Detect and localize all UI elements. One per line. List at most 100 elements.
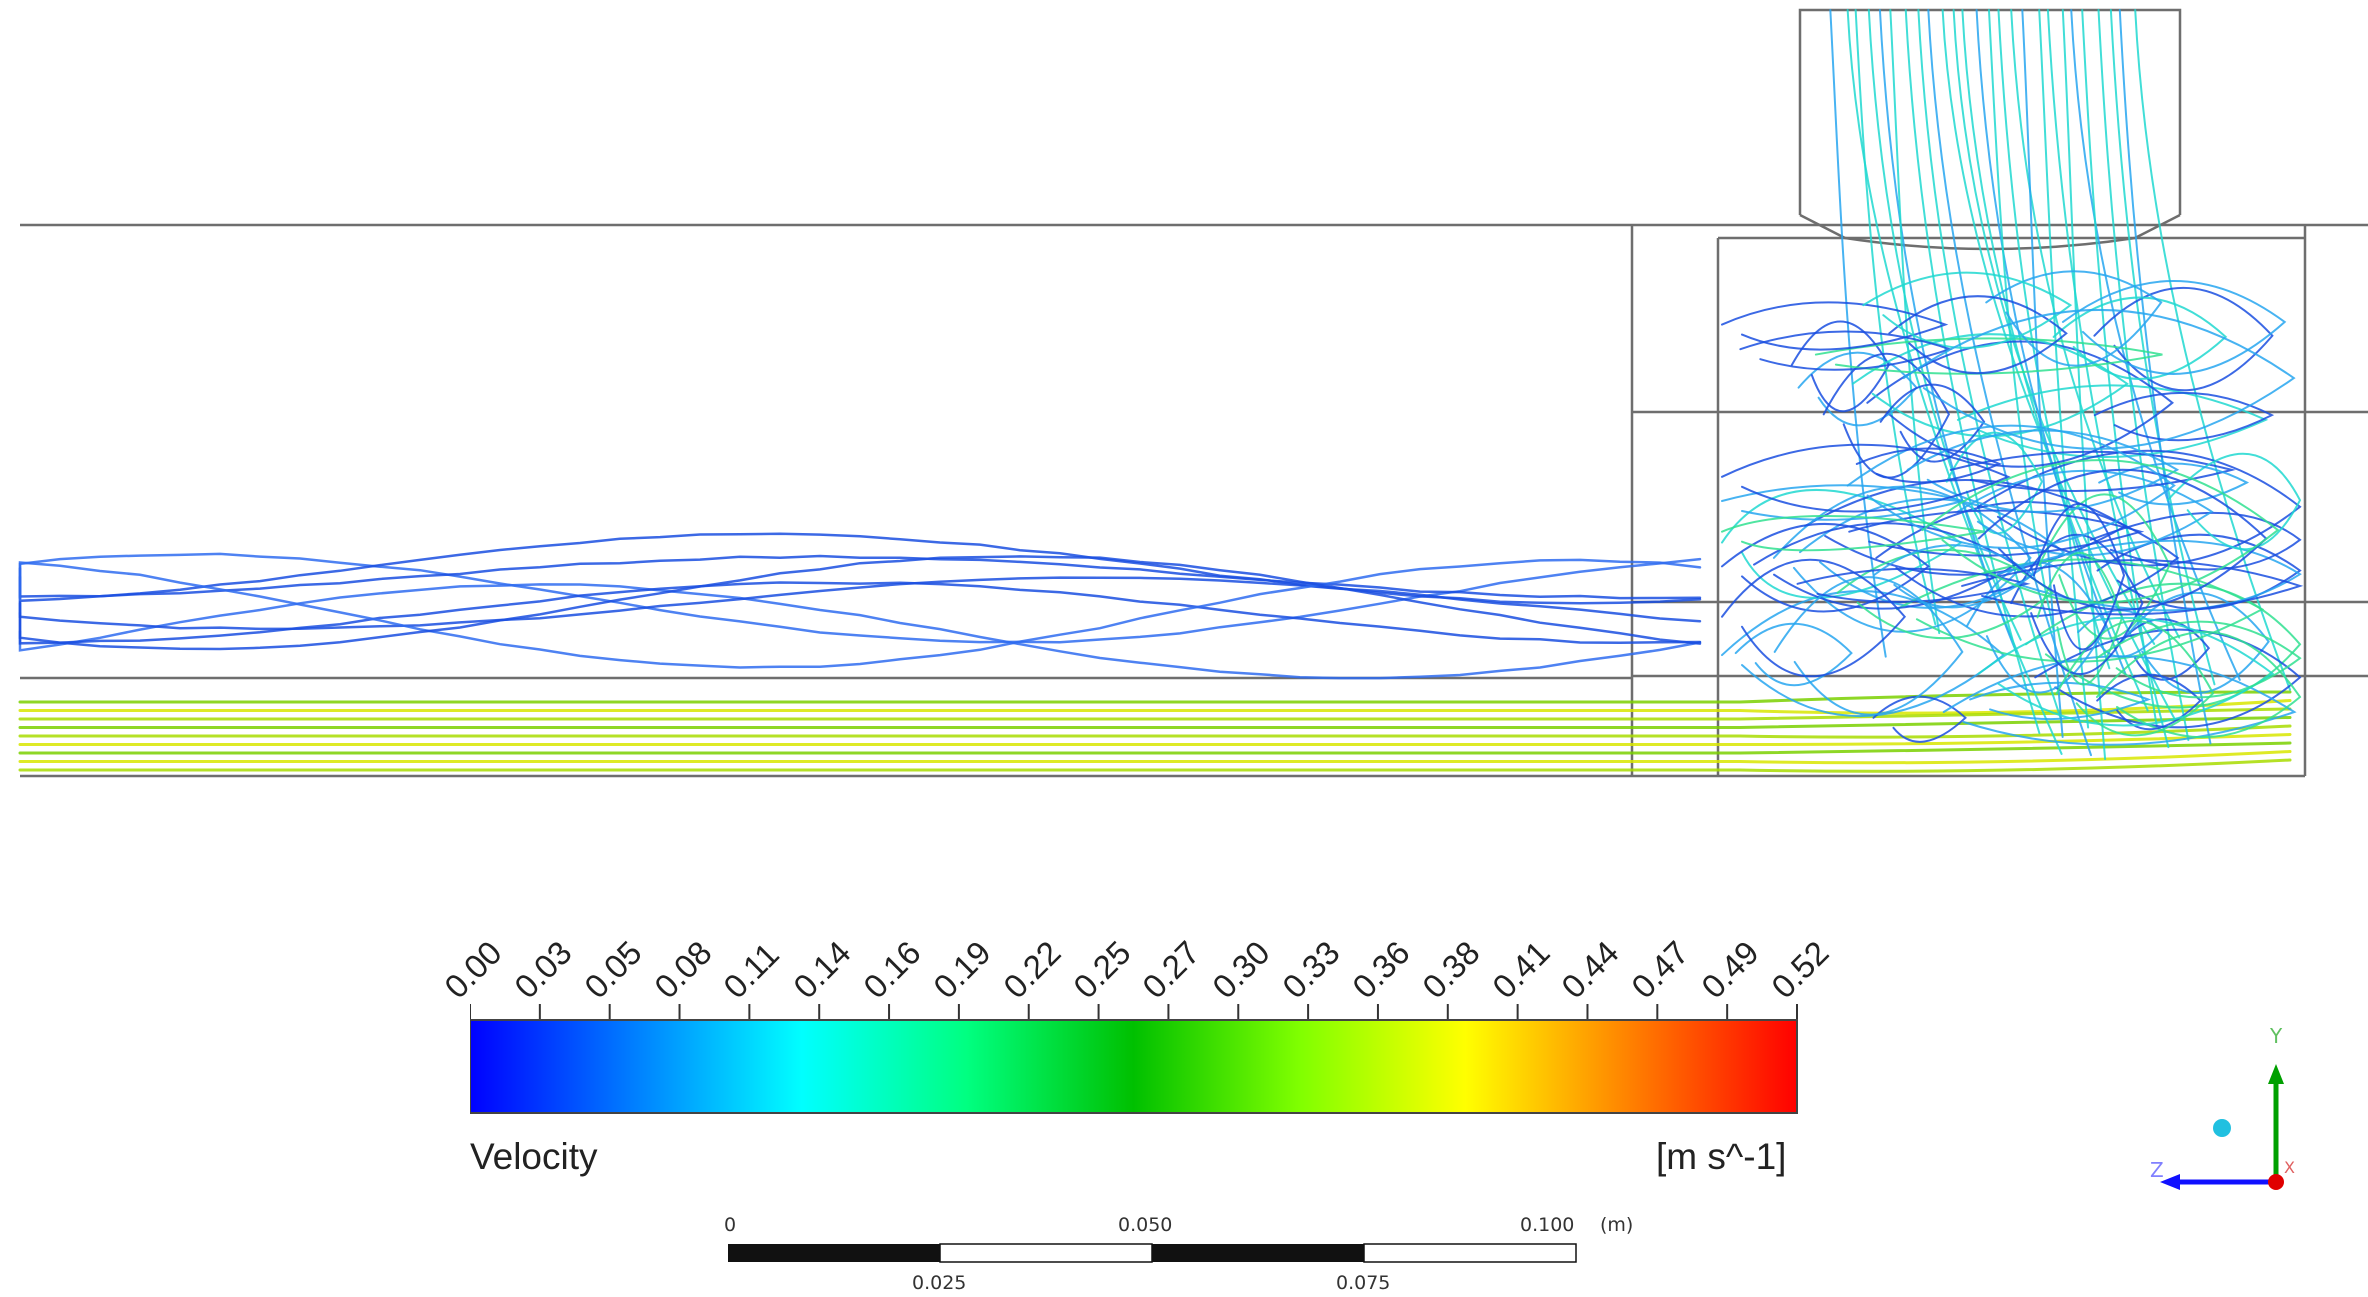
inlet-streamline [1854,9,1937,626]
view-indicator-dot [2213,1119,2231,1137]
recirculation-streamline [1961,559,2304,616]
channel-streamline [18,555,1702,651]
scale-bar-segment-2 [939,1243,1153,1263]
channel-streamline [18,558,1702,669]
scale-label-050: 0.050 [1118,1214,1173,1236]
recirculation-streamline [1721,301,1949,351]
recirculation-streamline [2098,462,2250,506]
inlet-streamline [2097,9,2190,742]
channel-streamline [18,581,1702,645]
recirculation-streamline [1875,501,2180,618]
recirculation-streamline [1866,340,2174,468]
inlet-streamline [1997,9,2111,670]
channel-streamline [18,532,1702,605]
recirculation-streamline [1985,270,2163,367]
inlet-streamline [1917,9,2062,720]
inlet-streamline [1952,9,2156,645]
recirculation-streamline [1921,459,2280,604]
recirculation-streamline [1977,616,2275,727]
inlet-streamline [2134,9,2291,691]
inlet-streamline [1941,9,2177,721]
scale-bar-segment-4 [1363,1243,1577,1263]
scale-bar-segment-3 [1152,1244,1364,1262]
legend-title: Velocity [470,1136,598,1177]
recirculation-streamline [1721,515,1985,552]
fast-streamline [18,724,2292,739]
fast-streamline [18,741,2292,755]
recirculation-streamline [1773,576,1964,716]
inlet-streamline [1961,9,2149,712]
recirculation-streamline [1956,384,2269,458]
streamlines [18,9,2304,773]
recirculation-streamline [1721,558,1907,678]
recirculation-streamline [2096,673,2202,731]
recirculation-streamline [1772,485,2032,633]
x-axis-origin [2268,1174,2284,1190]
z-axis-label: Z [2150,1158,2164,1182]
fast-streamline [18,707,2292,721]
inlet-streamline [2070,9,2241,681]
fast-streamline [18,750,2292,765]
recirculation-streamline [2093,286,2274,392]
recirculation-streamline [2114,618,2211,681]
recirculation-streamline [1872,695,1967,743]
inlet-streamline [2061,9,2107,761]
recirculation-streamline [1848,509,2145,557]
recirculation-streamline [1862,271,2073,349]
inlet-streamline [1987,9,2055,631]
recirculation-streamline [2121,592,2270,694]
velocity-legend-bar [470,1004,1798,1114]
inlet-streamline [1927,9,2092,757]
y-axis-label: Y [2270,1024,2283,1048]
scale-label-075: 0.075 [1336,1272,1391,1294]
recirculation-streamline [1846,424,2176,550]
recirculation-streamline [2096,533,2302,611]
recirculation-streamline [1721,443,2011,513]
recirculation-streamline [1734,622,1853,687]
recirculation-streamline [1721,590,2006,718]
recirculation-streamline [1822,352,1951,479]
recirculation-streamline [2034,628,2302,729]
recirculation-streamline [2052,296,2228,380]
recirculation-streamline [1969,681,2152,721]
legend-unit: [m s^-1] [1656,1136,1787,1177]
scale-bar-segment-1 [728,1244,940,1262]
scale-label-025: 0.025 [912,1272,967,1294]
y-axis-arrowhead [2268,1064,2284,1084]
fast-streamline [18,690,2292,704]
recirculation-streamline [2055,619,2215,737]
recirculation-streamline [2024,582,2302,709]
recirculation-streamline [1855,447,2002,484]
recirculation-streamline [2166,453,2302,551]
inlet-streamline [1975,9,2127,676]
inlet-streamline [2021,9,2064,739]
x-axis-label: X [2284,1158,2295,1177]
recirculation-streamline [1942,655,2297,746]
channel-streamline [18,552,1702,644]
channel-streamline [18,576,1702,631]
recirculation-streamline [1888,295,2068,375]
recirculation-streamline [1879,383,1986,463]
fast-streamline [18,758,2292,773]
legend-tick-marks [470,1004,1798,1020]
z-axis-arrowhead [2160,1174,2180,1190]
recirculation-streamline [2061,280,2287,375]
recirculation-streamline [2093,391,2275,442]
recirculation-streamline [1796,567,2031,603]
recirculation-streamline [1873,544,2035,609]
inlet-streamline [2109,9,2216,686]
axis-triad [2160,1064,2284,1190]
scale-bar [728,1243,1577,1263]
scale-label-100: 0.100 [1520,1214,1575,1236]
recirculation-streamline [1851,333,2129,438]
recirculation-streamline [2095,631,2302,739]
recirculation-streamline [1721,522,1931,613]
scale-label-unit: (m) [1600,1214,1634,1236]
recirculation-streamline [1906,429,2180,513]
recirculation-streamline [2089,511,2302,571]
inlet-duct [1798,8,2182,215]
scale-label-0: 0 [724,1214,737,1236]
recirculation-streamline [1949,450,2236,492]
